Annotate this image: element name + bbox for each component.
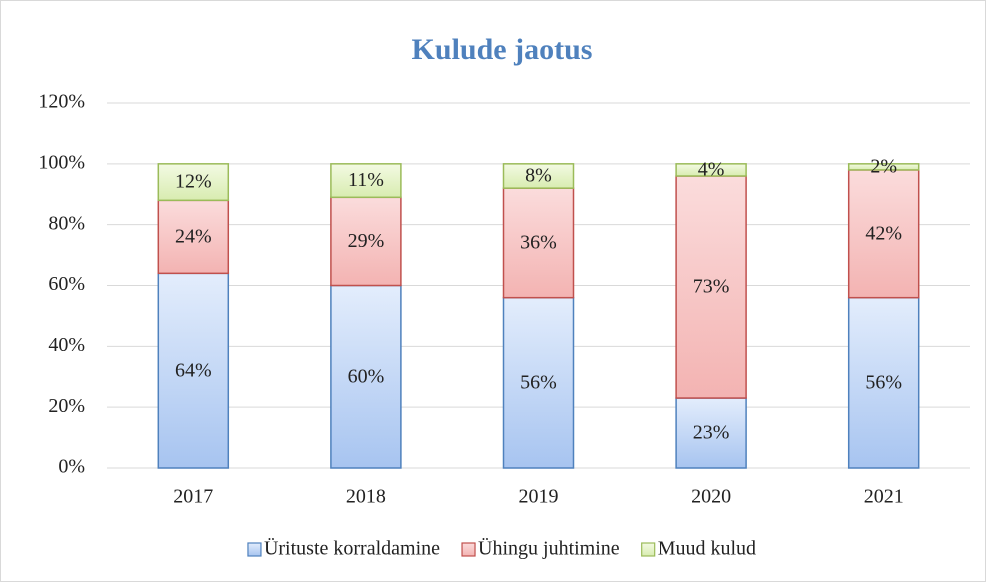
chart-title: Kulude jaotus [412, 33, 593, 66]
y-tick-label: 40% [48, 334, 85, 356]
y-tick-label: 100% [38, 151, 85, 173]
data-label: 73% [693, 276, 730, 298]
y-tick-label: 60% [48, 273, 85, 295]
x-tick-label: 2021 [864, 486, 904, 508]
data-label: 29% [348, 230, 385, 252]
y-tick-label: 20% [48, 395, 85, 417]
data-label: 56% [520, 371, 557, 393]
data-label: 42% [865, 222, 902, 244]
legend-swatch [461, 542, 476, 557]
legend-label: Ühingu juhtimine [478, 537, 620, 560]
y-tick-label: 80% [48, 212, 85, 234]
x-tick-label: 2020 [691, 486, 731, 508]
bar-segment [157, 199, 230, 275]
bar-segment [675, 175, 747, 399]
legend-swatch [247, 542, 262, 557]
bar-segment [847, 169, 920, 299]
x-tick-label: 2017 [173, 486, 213, 508]
bar-segment [847, 296, 920, 469]
bar-segment [675, 397, 747, 469]
bar-segment [502, 163, 575, 189]
data-label: 4% [698, 159, 725, 181]
data-label: 56% [865, 371, 902, 393]
bar-segment [502, 187, 575, 299]
data-label: 64% [175, 359, 212, 381]
data-label: 23% [693, 422, 730, 444]
data-label: 36% [520, 232, 557, 254]
bar-segment [330, 196, 402, 287]
data-label: 11% [348, 169, 384, 191]
x-tick-label: 2018 [346, 486, 386, 508]
bar-segment [330, 163, 402, 199]
bar-segment [502, 296, 575, 469]
legend-label: Ürituste korraldamine [264, 537, 440, 560]
data-label: 2% [870, 155, 897, 177]
legend-swatch [641, 542, 656, 557]
bar-segment [847, 163, 920, 171]
y-tick-label: 120% [38, 91, 85, 113]
data-label: 60% [348, 365, 385, 387]
bar-segment [675, 163, 747, 177]
data-label: 8% [525, 165, 552, 187]
bar-segment [157, 163, 230, 202]
bar-segment [330, 284, 402, 469]
y-tick-label: 0% [58, 456, 85, 478]
data-label: 24% [175, 225, 212, 247]
data-label: 12% [175, 171, 212, 193]
bar-segment [157, 272, 230, 469]
legend-label: Muud kulud [658, 538, 756, 560]
x-tick-label: 2019 [519, 486, 559, 508]
